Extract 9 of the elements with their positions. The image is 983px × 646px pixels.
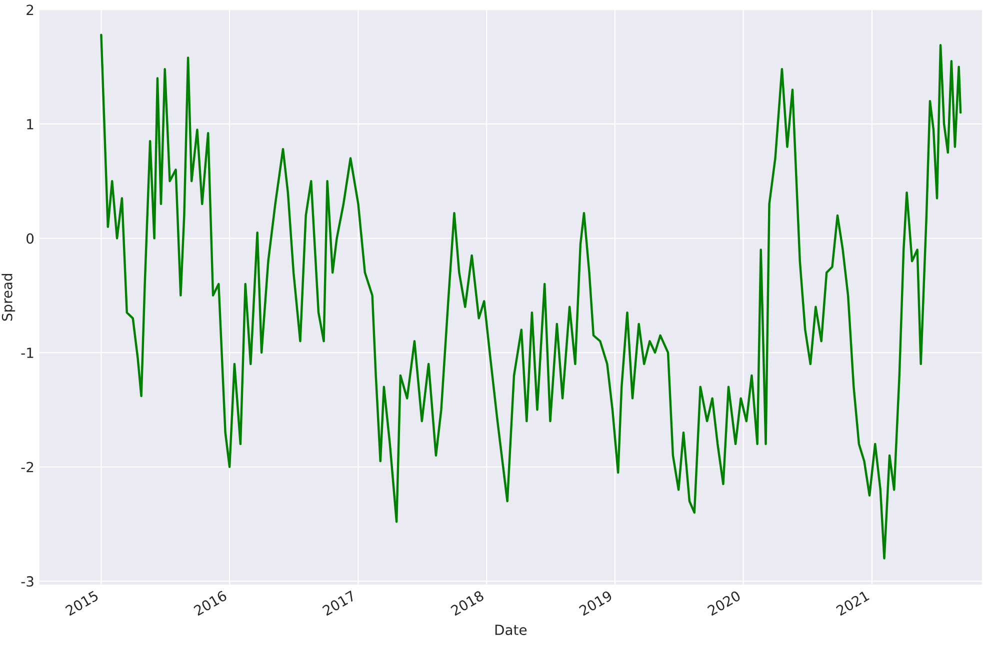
- y-tick-label: 0: [26, 233, 34, 244]
- line-series: [100, 34, 962, 560]
- y-axis-title: Spread: [2, 274, 16, 321]
- y-tick-label: -2: [21, 462, 34, 472]
- y-tick-label: -1: [21, 348, 34, 358]
- x-axis-title: Date: [495, 624, 527, 636]
- y-tick-label: 1: [27, 119, 34, 130]
- y-tick-label: 2: [26, 4, 34, 15]
- y-tick-label: -3: [21, 576, 34, 587]
